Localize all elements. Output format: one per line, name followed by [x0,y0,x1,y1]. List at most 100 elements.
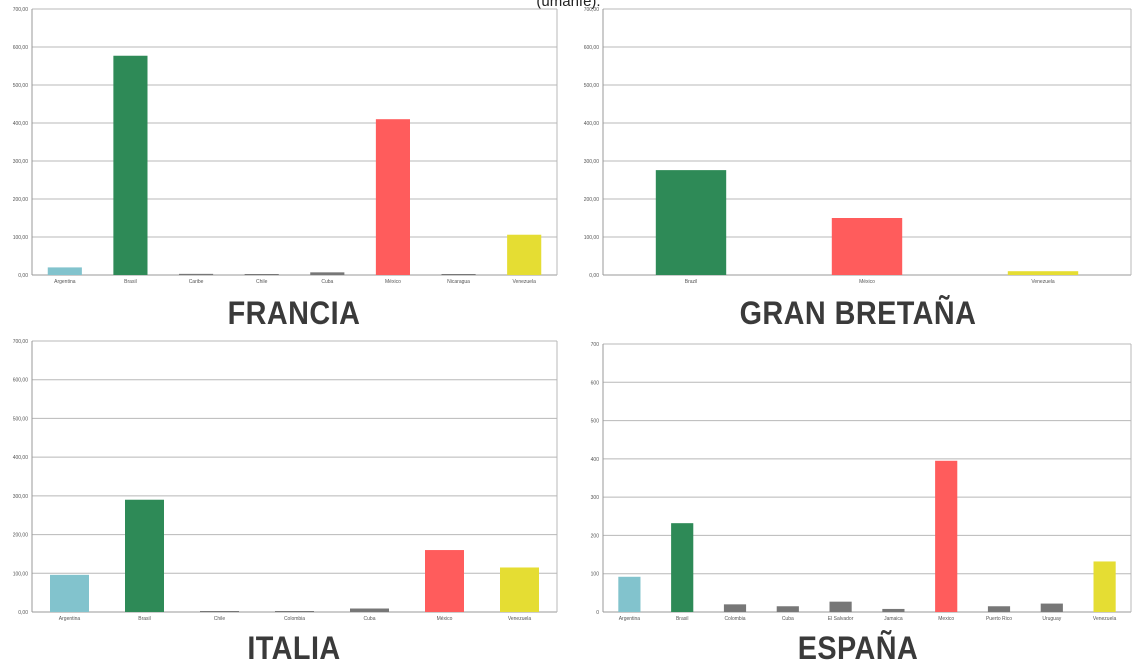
x-tick-label: Caribe [189,279,204,285]
bar-argentina [618,576,641,612]
x-tick-label: México [385,279,401,285]
y-tick-label: 700,00 [13,7,29,13]
x-tick-label: Brasil [138,616,151,622]
x-tick-label: Venezuela [508,616,532,622]
y-tick-label: 100,00 [13,571,29,577]
y-tick-label: 600,00 [13,45,29,51]
chart-title: ITALIA [247,630,341,666]
bar-caribe [179,273,214,275]
y-tick-label: 200,00 [584,197,600,203]
y-tick-label: 400 [591,457,600,463]
y-tick-label: 300,00 [584,159,600,165]
y-tick-label: 0,00 [589,273,599,279]
x-tick-label: Nicaragua [447,279,470,285]
x-tick-label: México [859,279,875,285]
y-tick-label: 200 [591,533,600,539]
chart-title: FRANCIA [227,295,361,331]
x-tick-label: Argentina [59,616,81,622]
y-tick-label: 700,00 [13,339,29,345]
x-tick-label: Uruguay [1042,616,1061,622]
bar-chile [200,611,239,612]
bar-venezuela [1007,271,1079,275]
bar-el-salvador [829,601,852,612]
chart-gran-bretana: 0,00 100,00 200,00 300,00 400,00 500,00 600,00… [584,7,1132,285]
chart-panel-gran-bretana: 0,00 100,00 200,00 300,00 400,00 500,00 600,00… [568,0,1137,333]
chart-panel-italia: 0,00 100,00 200,00 300,00 400,00 500,00 600,00… [0,333,568,666]
y-tick-label: 100,00 [13,235,29,241]
x-tick-label: Chile [214,616,226,622]
y-tick-label: 400,00 [584,121,600,127]
x-tick-label: Argentina [54,279,76,285]
bar-cuba [776,606,799,612]
bar-colombia [723,604,747,612]
chart-italia: 0,00 100,00 200,00 300,00 400,00 500,00 600,00… [13,339,558,622]
x-tick-label: Puerto Rico [986,616,1012,622]
x-tick-label: Venezuela [1093,616,1117,622]
y-tick-label: 400,00 [13,121,29,127]
bar-argentina [47,267,82,275]
y-tick-label: 300,00 [13,494,29,500]
y-tick-label: 0 [596,610,599,616]
y-tick-label: 300 [591,495,600,501]
x-tick-label: Cuba [782,616,794,622]
x-tick-label: Venezuela [1031,279,1055,285]
y-tick-label: 200,00 [13,533,29,539]
bar-brazil [655,170,727,275]
bar-colombia [275,611,314,612]
y-tick-label: 500 [591,419,600,425]
y-tick-label: 0,00 [18,273,28,279]
bar-argentina [50,574,89,612]
bar-puerto-rico [987,606,1011,612]
y-tick-label: 600,00 [584,45,600,51]
x-tick-label: Venezuela [513,279,537,285]
x-tick-label: Brasil [124,279,137,285]
x-tick-label: México [437,616,453,622]
x-tick-label: Cuba [321,279,333,285]
x-tick-label: Jamaica [884,616,903,622]
x-tick-label: Mexico [938,616,954,622]
y-tick-label: 100 [591,572,600,578]
y-tick-label: 0,00 [18,610,28,616]
x-tick-label: Chile [256,279,268,285]
bar-nicaragua [441,274,476,275]
chart-panel-espana: 0 100 200 300 400 500 600 700 Argentina Brasil Col… [568,333,1137,666]
x-tick-label: El Salvador [828,616,854,622]
bar-cuba [310,272,345,275]
bar-m-xico [375,119,410,275]
bar-venezuela [500,567,539,612]
bar-jamaica [882,608,905,612]
y-tick-label: 400,00 [13,455,29,461]
x-tick-label: Cuba [364,616,376,622]
y-tick-label: 600 [591,380,600,386]
top-caption: (umanfe). [536,0,601,10]
y-tick-label: 200,00 [13,197,29,203]
bar-chile [244,274,279,275]
bar-venezuela [507,234,542,275]
y-tick-label: 100,00 [584,235,600,241]
chart-title: GRAN BRETAÑA [739,295,977,331]
y-tick-label: 500,00 [13,83,29,89]
bar-brasil [113,55,148,275]
bar-mexico [935,460,958,612]
bar-brasil [125,499,164,612]
chart-espana: 0 100 200 300 400 500 600 700 Argentina Brasil Col… [591,342,1132,622]
x-tick-label: Colombia [724,616,745,622]
chart-title: ESPAÑA [797,630,919,666]
bar-uruguay [1040,603,1063,612]
x-tick-label: Colombia [284,616,305,622]
chart-panel-francia: 0,00 100,00 200,00 300,00 400,00 500,00 600,00… [0,0,568,333]
bar-venezuela [1093,561,1116,612]
chart-francia: 0,00 100,00 200,00 300,00 400,00 500,00 600,00… [13,7,558,285]
y-tick-label: 300,00 [13,159,29,165]
y-tick-label: 700,00 [584,7,600,13]
bar-m-xico [831,218,903,275]
y-tick-label: 500,00 [13,416,29,422]
bar-brasil [671,523,694,612]
x-tick-label: Argentina [619,616,641,622]
bar-cuba [350,608,389,612]
bar-m-xico [425,550,464,612]
y-tick-label: 600,00 [13,378,29,384]
x-tick-label: Brazil [685,279,698,285]
y-tick-label: 500,00 [584,83,600,89]
y-tick-label: 700 [591,342,600,348]
